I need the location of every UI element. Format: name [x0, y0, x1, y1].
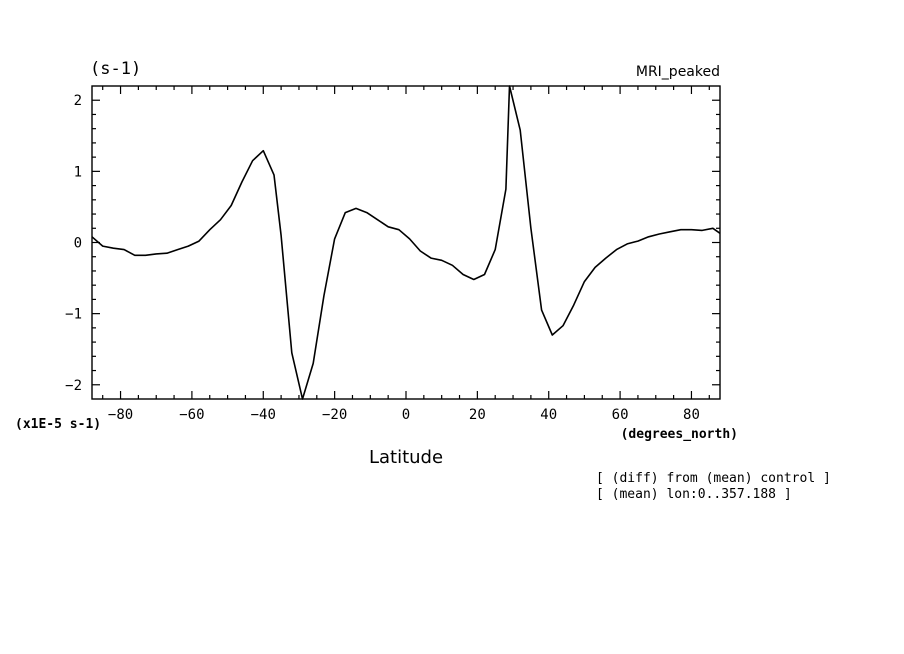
- model-label: MRI_peaked: [636, 64, 720, 80]
- x-tick-label: 40: [540, 407, 557, 423]
- y-tick-label: −2: [65, 378, 82, 394]
- x-tick-label: −40: [251, 407, 276, 423]
- y-axis-ticks: [92, 99, 720, 386]
- x-axis-title: Latitude: [369, 447, 443, 468]
- plot-frame: [91, 85, 721, 400]
- x-axis-ticks: [102, 86, 710, 399]
- unit-title: (s-1): [90, 59, 141, 79]
- x-tick-label: −20: [322, 407, 347, 423]
- x-tick-label: 60: [612, 407, 629, 423]
- note-line-2: [ (mean) lon:0..357.188 ]: [596, 487, 792, 502]
- x-unit-label: (degrees_north): [621, 427, 738, 442]
- x-tick-label: 20: [469, 407, 486, 423]
- y-tick-label: 0: [74, 236, 82, 252]
- note-line-1: [ (diff) from (mean) control ]: [596, 471, 831, 486]
- x-tick-label: −80: [108, 407, 133, 423]
- x-tick-label: 80: [683, 407, 700, 423]
- x-tick-label: 0: [402, 407, 410, 423]
- y-scale-label: (x1E-5 s-1): [15, 417, 101, 432]
- x-axis-tick-labels: −80 −60 −40 −20 0 20 40 60 80: [108, 407, 700, 423]
- y-axis-tick-labels: −2 −1 0 1 2: [65, 93, 82, 394]
- x-tick-label: −60: [179, 407, 204, 423]
- y-tick-label: −1: [65, 307, 82, 323]
- y-tick-label: 1: [74, 164, 82, 180]
- series-line: [91, 85, 721, 400]
- y-tick-label: 2: [74, 93, 82, 109]
